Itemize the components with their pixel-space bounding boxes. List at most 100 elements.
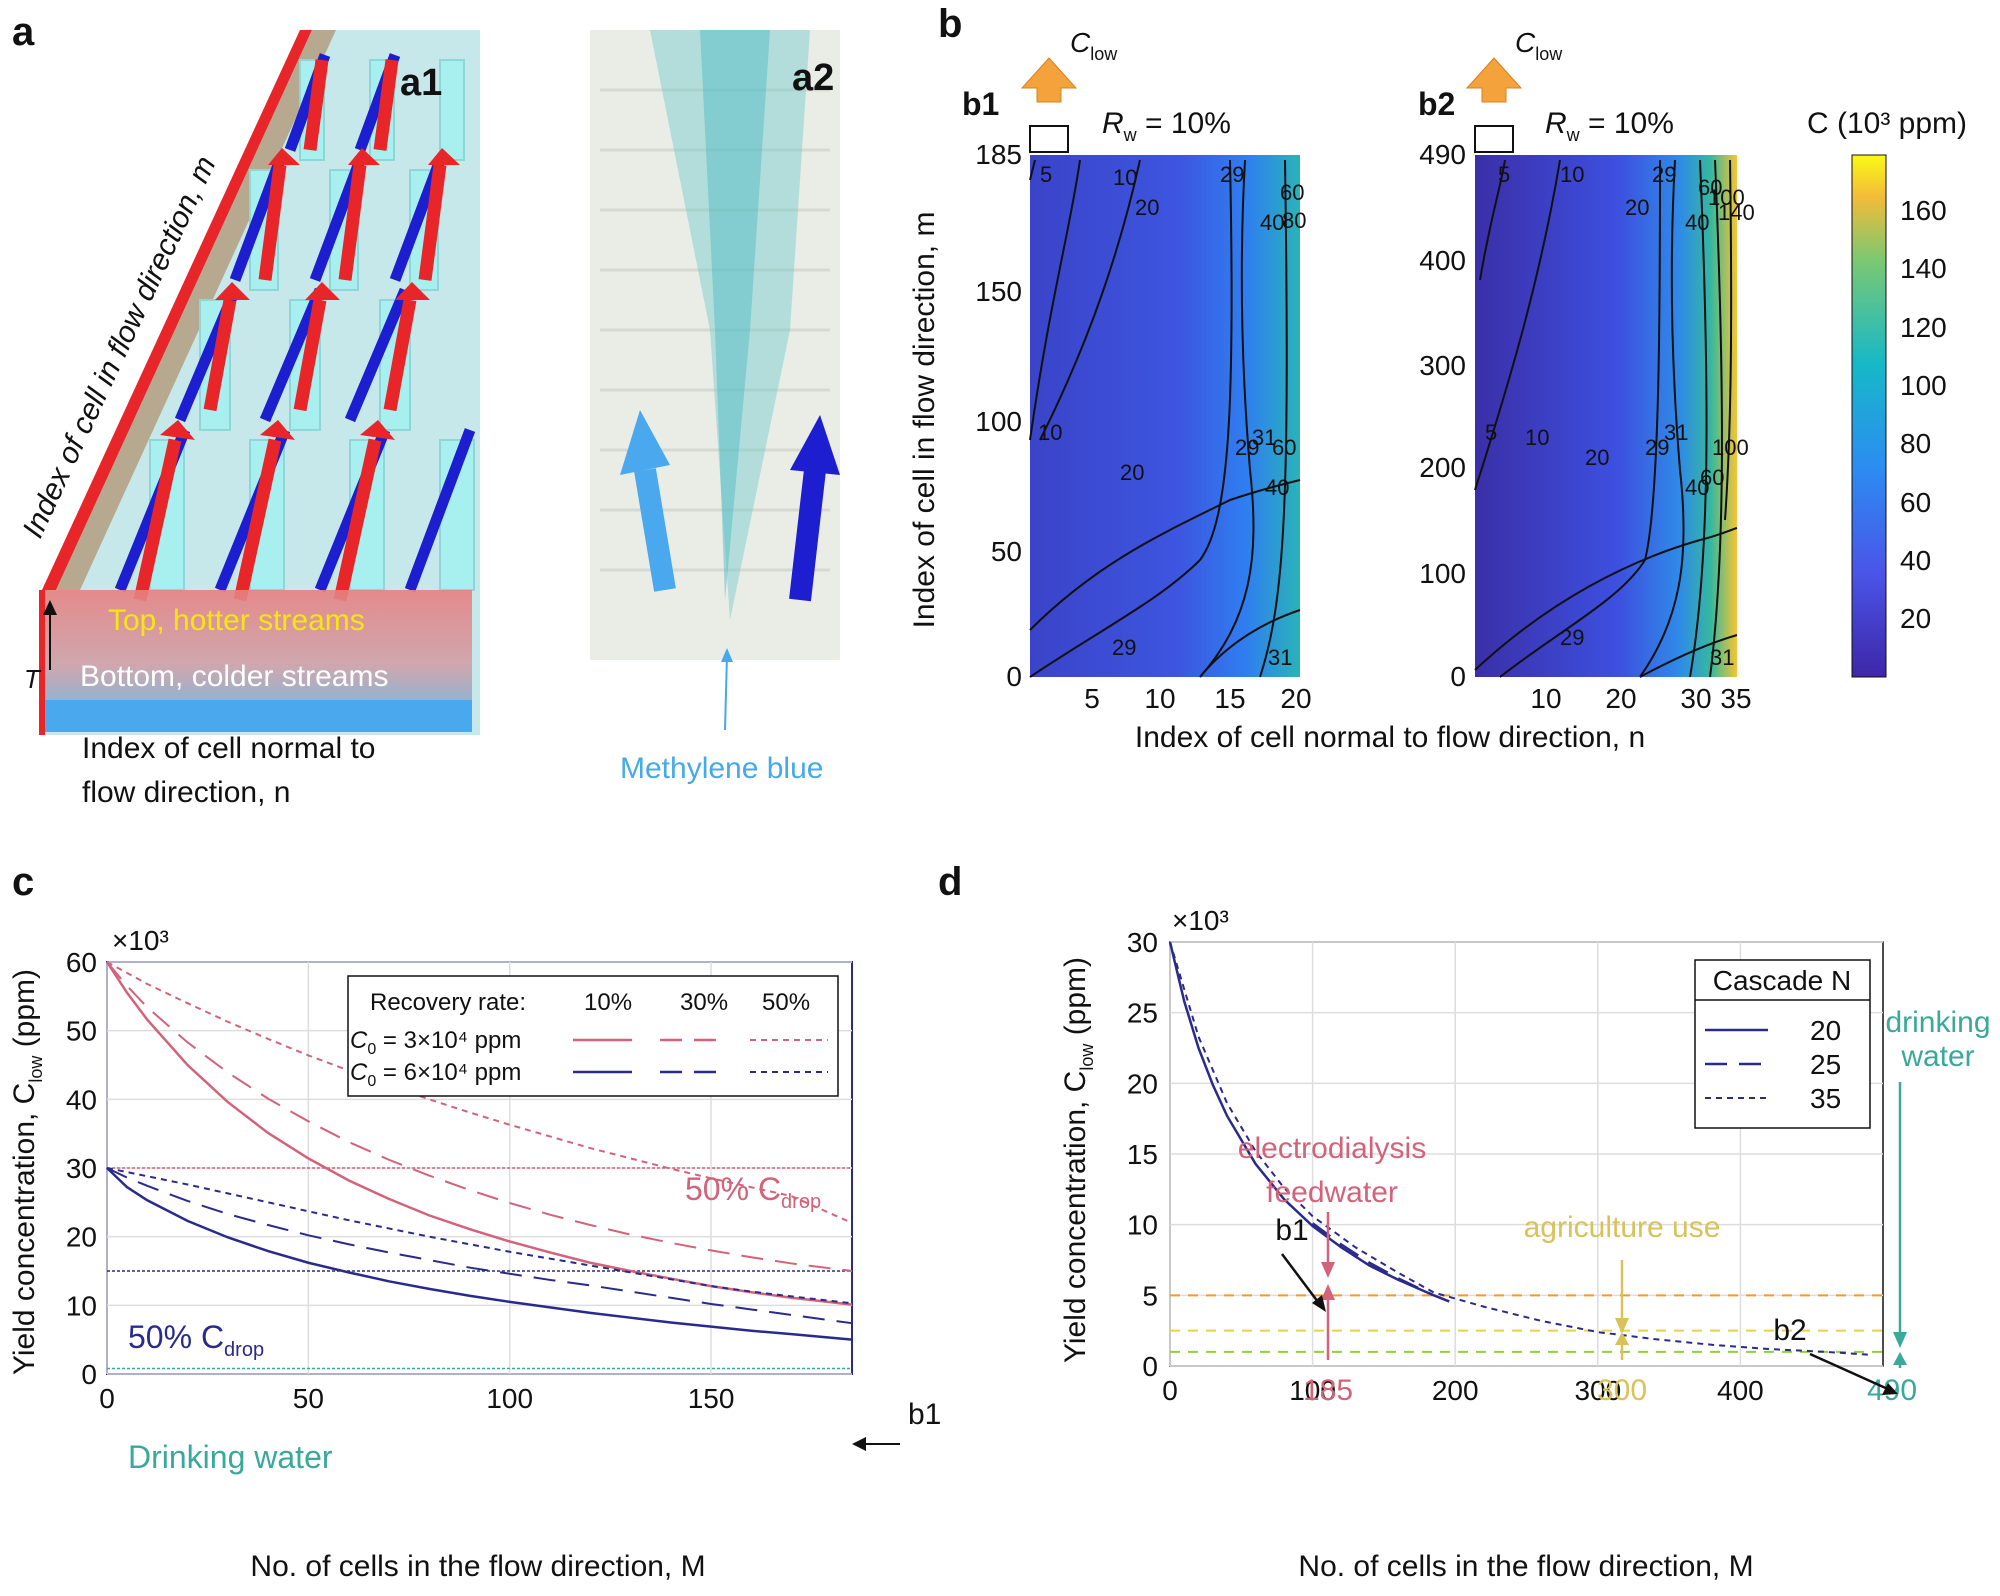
svg-text:31: 31	[1252, 425, 1276, 450]
svg-text:60: 60	[1700, 465, 1724, 490]
svg-text:40: 40	[1260, 210, 1284, 235]
b1-x-ticks: 5 10 15 20	[1084, 683, 1311, 714]
svg-text:50: 50	[991, 536, 1022, 567]
d-legend-25: 25	[1810, 1049, 1841, 1080]
light-blue-arrow	[634, 468, 676, 592]
svg-text:5: 5	[1498, 162, 1510, 187]
d-x-axis-label: No. of cells in the flow direction, M	[1298, 1550, 1753, 1583]
svg-text:80: 80	[1900, 428, 1931, 459]
c-series-line	[106, 961, 853, 1272]
svg-text:60: 60	[1272, 435, 1296, 460]
c-legend-row2: C0 = 6×10⁴ ppm	[350, 1059, 521, 1090]
svg-text:30: 30	[1680, 683, 1711, 714]
d-reference-lines	[1170, 1294, 1883, 1353]
d-x-tick: 0	[1162, 1375, 1178, 1406]
c-y-tick: 30	[66, 1153, 97, 1184]
b2-rw: Rw = 10%	[1545, 107, 1674, 145]
b2-x-ticks: 10 20 30 35	[1530, 683, 1751, 714]
d-ann-185: 185	[1303, 1374, 1353, 1407]
panel-letter-d: d	[938, 860, 963, 904]
c-y-tick: 40	[66, 1084, 97, 1115]
svg-text:60: 60	[1698, 175, 1722, 200]
d-x-tick: 300	[1574, 1375, 1621, 1406]
svg-text:40: 40	[1685, 475, 1709, 500]
svg-text:5: 5	[1040, 162, 1052, 187]
svg-text:20: 20	[1605, 683, 1636, 714]
b-x-axis-label: Index of cell normal to flow direction, …	[1135, 721, 1645, 754]
svg-text:10: 10	[1038, 420, 1062, 445]
c-x-tick-labels: 0 50 100 150	[99, 1383, 734, 1414]
svg-text:20: 20	[1135, 195, 1159, 220]
svg-text:100: 100	[1712, 435, 1749, 460]
c-x-axis-label: No. of cells in the flow direction, M	[250, 1550, 705, 1583]
svg-text:15: 15	[1214, 683, 1245, 714]
panel-a2-photo: a2 Methylene blue	[590, 30, 840, 785]
svg-text:35: 35	[1720, 683, 1751, 714]
svg-text:20: 20	[1900, 603, 1931, 634]
b1-outlet-box	[1029, 125, 1069, 153]
c-x-tick: 0	[99, 1383, 115, 1414]
c-legend-row1: C0 = 3×10⁴ ppm	[350, 1027, 521, 1058]
b2-up-arrow	[1465, 57, 1523, 103]
c-y-tick-labels: 0 10 20 30 40 50 60	[66, 947, 97, 1390]
svg-text:140: 140	[1900, 253, 1947, 284]
dye-plume	[650, 30, 810, 620]
d-y-tick: 10	[1127, 1210, 1158, 1241]
d-legend: Cascade N 20 25 35	[1694, 959, 1871, 1129]
d-ann-electrodialysis-1: electrodialysis	[1238, 1132, 1426, 1165]
a1-label: a1	[400, 62, 442, 104]
d-y-tick: 15	[1127, 1139, 1158, 1170]
svg-text:490: 490	[1419, 139, 1466, 170]
c-series-line	[106, 1167, 853, 1305]
b2-heatmap	[1475, 155, 1737, 677]
svg-text:29: 29	[1652, 162, 1676, 187]
svg-text:20: 20	[1585, 445, 1609, 470]
svg-text:31: 31	[1710, 645, 1734, 670]
svg-text:29: 29	[1645, 435, 1669, 460]
top-streams-label: Top, hotter streams	[108, 604, 365, 637]
svg-text:200: 200	[1419, 452, 1466, 483]
dye-pointer	[724, 654, 728, 731]
d-ann-300: 300	[1597, 1374, 1647, 1407]
d-ann-drinking-2: water	[1900, 1040, 1974, 1073]
svg-text:60: 60	[1900, 487, 1931, 518]
d-legend-20: 20	[1810, 1015, 1841, 1046]
b2-outlet-box	[1474, 125, 1514, 153]
svg-text:10: 10	[1530, 683, 1561, 714]
panel-letter-c: c	[12, 860, 35, 904]
b1-contour-labels: 5 10 10 20 20 29 29 29 31 31 40 40 60 60…	[1038, 162, 1306, 670]
d-series-line	[1311, 1222, 1456, 1305]
svg-text:29: 29	[1220, 162, 1244, 187]
b2-y-ticks: 0 100 200 300 400 490	[1419, 139, 1466, 692]
b2-contours	[1474, 159, 1738, 678]
d-ann-drinking-1: drinking	[1885, 1006, 1990, 1039]
c-legend: Recovery rate: 10% 30% 50% C0 = 3×10⁴ pp…	[347, 975, 839, 1097]
c-legend-header: Recovery rate:	[370, 989, 526, 1016]
c-multiplier: ×10³	[112, 925, 169, 956]
c-y-tick: 50	[66, 1016, 97, 1047]
panel-a1-schematic: T Top, hotter streams Bottom, colder str…	[16, 30, 480, 809]
d-b1-arrow	[1281, 1253, 1322, 1307]
c-series-line	[106, 1167, 853, 1341]
svg-text:40: 40	[1685, 210, 1709, 235]
svg-text:80: 80	[1282, 208, 1306, 233]
d-y-tick: 5	[1142, 1280, 1158, 1311]
svg-text:160: 160	[1900, 195, 1947, 226]
svg-text:20: 20	[1120, 460, 1144, 485]
svg-text:10: 10	[1560, 162, 1584, 187]
svg-text:60: 60	[1280, 180, 1304, 205]
c-ref-label-15: 50% Cdrop	[128, 1319, 264, 1361]
svg-text:400: 400	[1419, 245, 1466, 276]
svg-text:20: 20	[1625, 195, 1649, 220]
c-x-tick: 50	[293, 1383, 324, 1414]
colorbar	[1851, 154, 1887, 678]
svg-text:31: 31	[1664, 420, 1688, 445]
n-axis-label-2: flow direction, n	[82, 776, 290, 809]
d-y-tick: 25	[1127, 998, 1158, 1029]
left-red-wall	[42, 30, 312, 590]
b2-label: b2	[1418, 86, 1455, 122]
d-multiplier: ×10³	[1172, 905, 1229, 936]
c-y-tick: 20	[66, 1222, 97, 1253]
d-x-tick: 200	[1432, 1375, 1479, 1406]
